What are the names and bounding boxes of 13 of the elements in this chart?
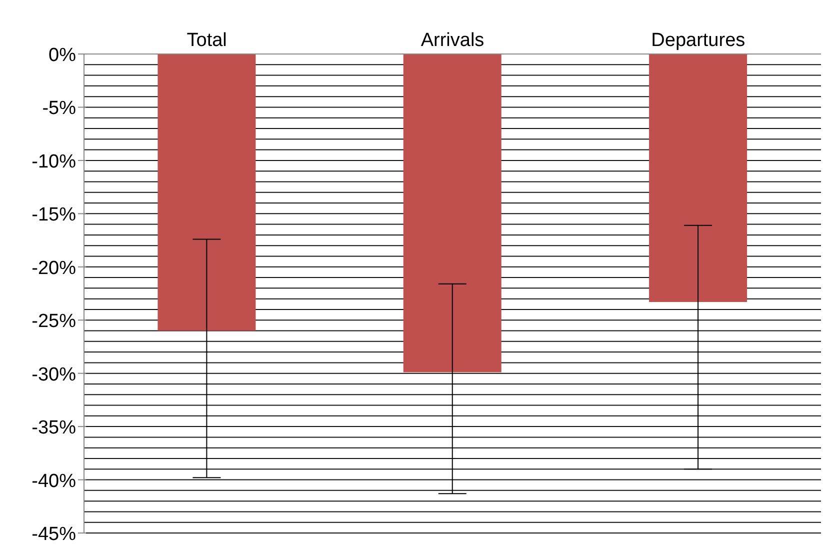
y-tick-label: -15% <box>32 204 76 226</box>
x-tick-label: Arrivals <box>420 30 484 51</box>
x-tick-label: Total <box>186 30 227 51</box>
x-tick-label: Departures <box>651 30 746 51</box>
y-tick-label: -25% <box>32 311 76 332</box>
y-tick-label: -30% <box>32 364 76 386</box>
y-tick-label: -10% <box>32 151 76 172</box>
y-tick-label: 0% <box>48 45 76 66</box>
y-tick-label: -40% <box>32 470 76 492</box>
y-tick-label: -5% <box>42 98 76 120</box>
y-tick-label: -20% <box>32 258 76 279</box>
y-tick-label: -45% <box>32 524 76 545</box>
y-tick-label: -35% <box>32 418 76 439</box>
